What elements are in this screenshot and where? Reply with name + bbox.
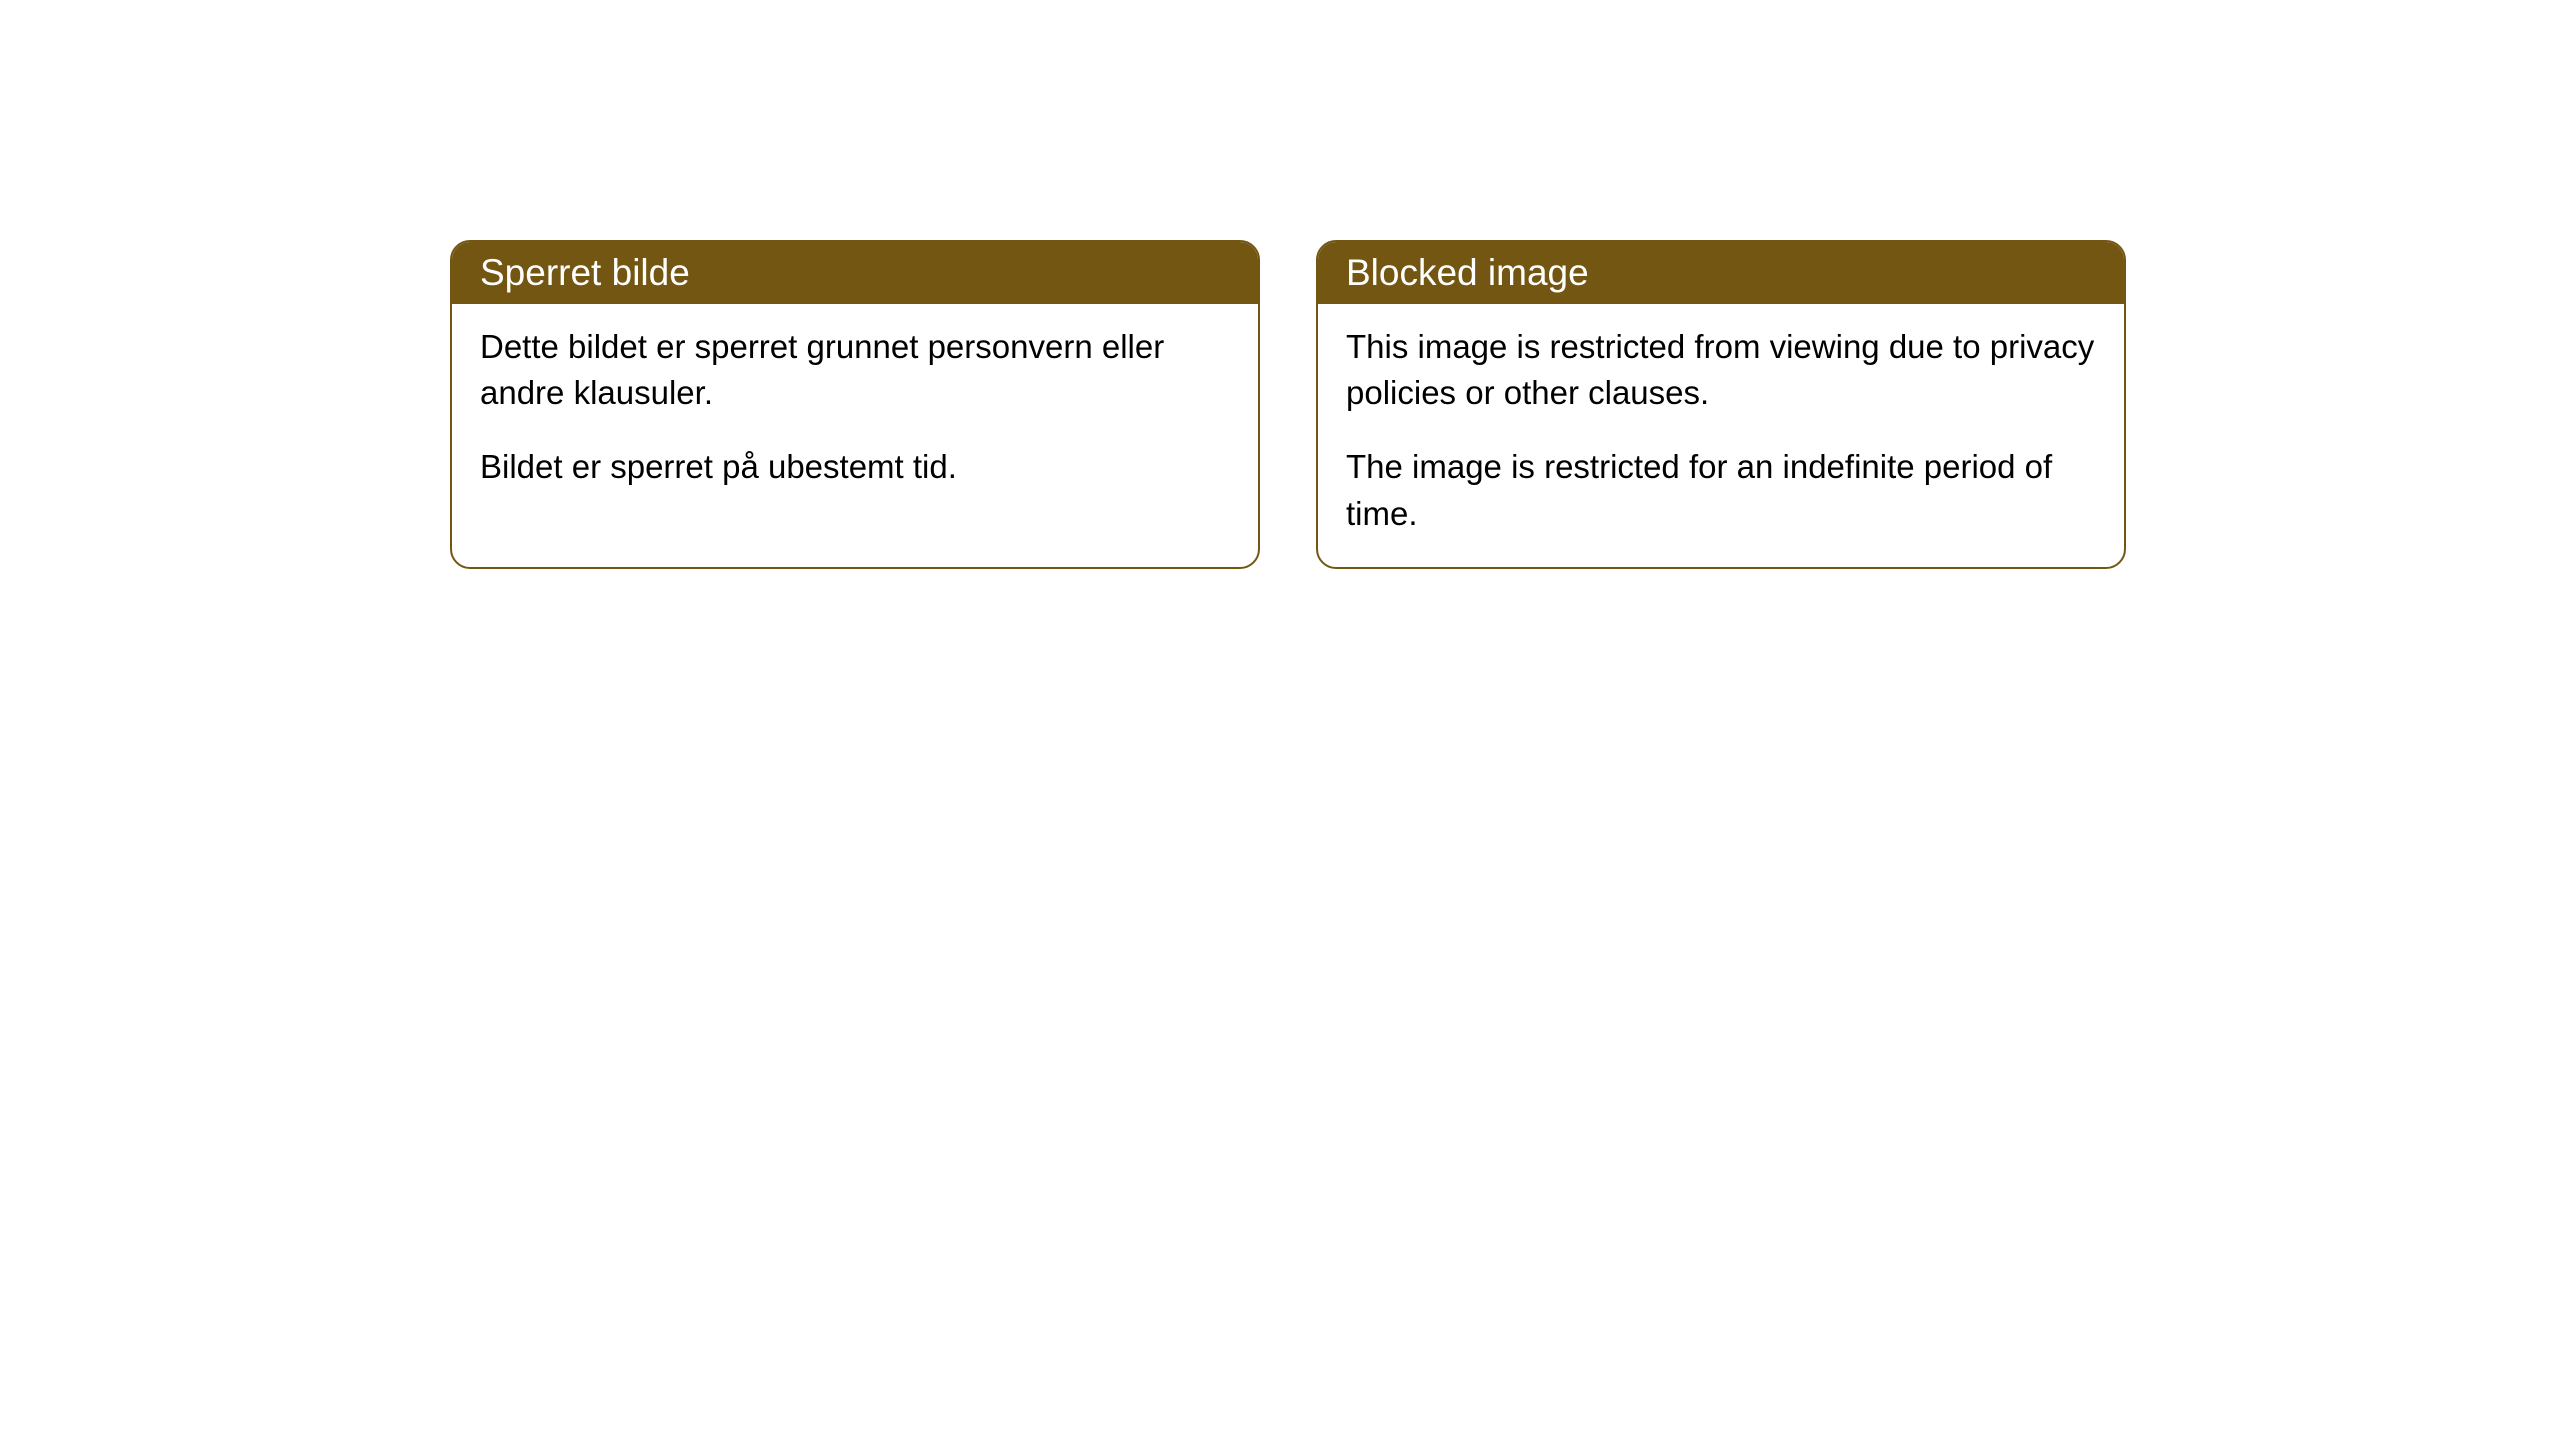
card-paragraph: Dette bildet er sperret grunnet personve… [480,324,1230,416]
notice-card-norwegian: Sperret bilde Dette bildet er sperret gr… [450,240,1260,569]
card-title: Sperret bilde [480,252,690,293]
card-header: Sperret bilde [452,242,1258,304]
card-paragraph: The image is restricted for an indefinit… [1346,444,2096,536]
card-paragraph: Bildet er sperret på ubestemt tid. [480,444,1230,490]
card-paragraph: This image is restricted from viewing du… [1346,324,2096,416]
notice-cards-container: Sperret bilde Dette bildet er sperret gr… [450,240,2126,569]
notice-card-english: Blocked image This image is restricted f… [1316,240,2126,569]
card-title: Blocked image [1346,252,1589,293]
card-body: This image is restricted from viewing du… [1318,304,2124,567]
card-body: Dette bildet er sperret grunnet personve… [452,304,1258,521]
card-header: Blocked image [1318,242,2124,304]
